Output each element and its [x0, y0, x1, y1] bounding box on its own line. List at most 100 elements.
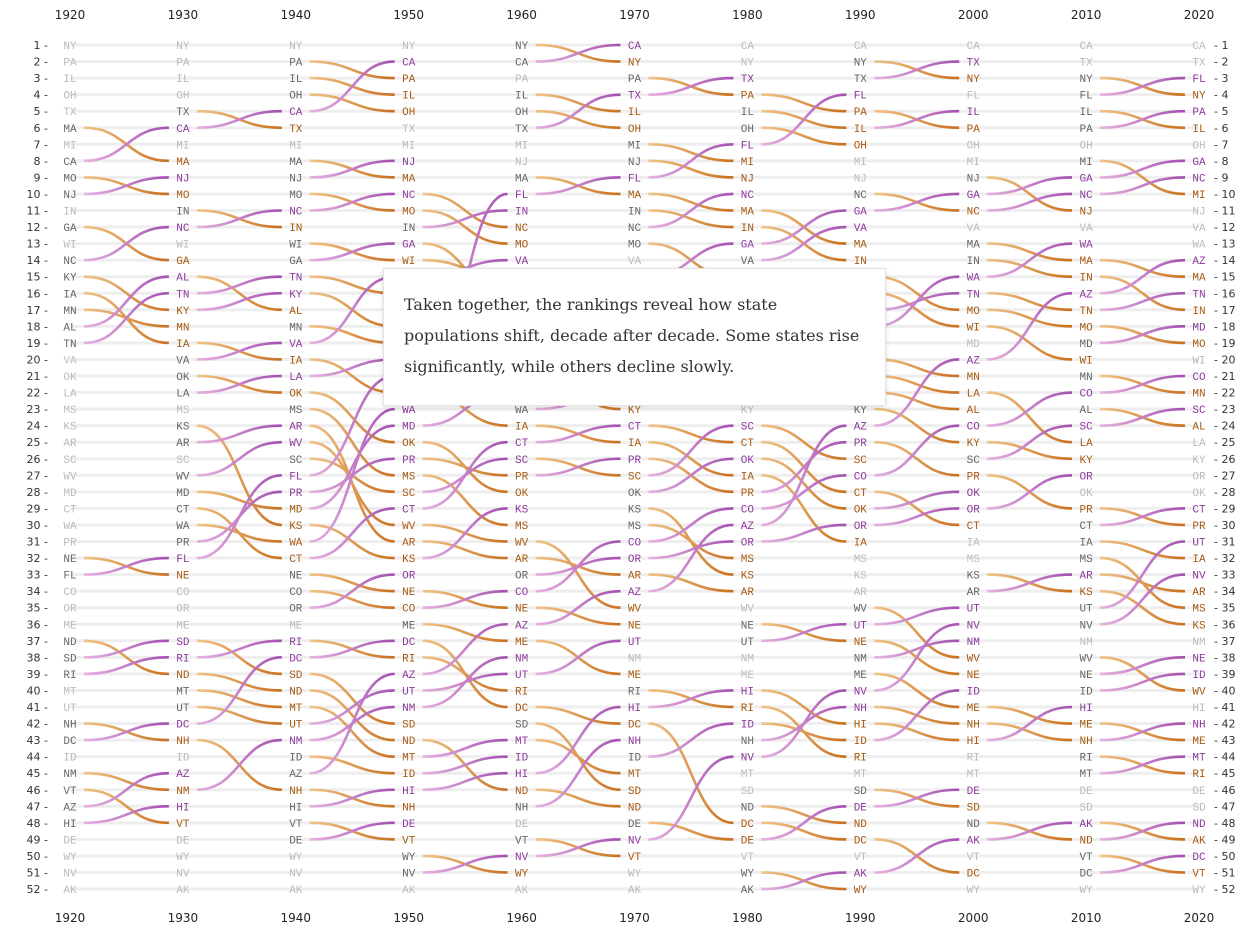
state-label-sc: SC — [402, 488, 416, 500]
state-label-dc: DC — [1079, 869, 1093, 881]
state-label-de: DE — [1079, 786, 1093, 798]
state-label-ak: AK — [176, 885, 190, 897]
state-label-ky: KY — [854, 405, 868, 417]
state-label-ky: KY — [289, 289, 303, 301]
rank-label: - 8 — [1214, 155, 1228, 168]
state-label-ga: GA — [967, 190, 981, 202]
state-label-wi: WI — [1192, 355, 1205, 367]
state-label-la: LA — [1079, 438, 1093, 450]
state-label-ut: UT — [402, 686, 416, 698]
state-label-al: AL — [967, 405, 980, 417]
state-label-mt: MT — [967, 769, 981, 781]
state-label-ia: IA — [854, 538, 868, 550]
rank-label: - 48 — [1214, 817, 1235, 830]
rank-curve-la — [309, 358, 395, 378]
state-label-sd: SD — [967, 802, 981, 814]
rank-curve-nc — [1100, 176, 1186, 196]
rank-curve-mt — [309, 705, 395, 758]
state-label-wy: WY — [628, 869, 642, 881]
state-label-mt: MT — [741, 769, 755, 781]
rank-curve-ia — [648, 440, 734, 477]
state-label-ne: NE — [176, 571, 190, 583]
rank-curve-or — [648, 540, 734, 560]
state-label-vt: VT — [741, 852, 755, 864]
rank-curve-la — [196, 374, 282, 394]
state-label-sc: SC — [63, 455, 77, 467]
rank-curve-ca — [196, 109, 282, 130]
rank-curve-mi — [648, 143, 734, 163]
state-label-nc: NC — [515, 223, 529, 235]
rank-curve-nj — [309, 159, 395, 179]
state-label-nm: NM — [176, 786, 189, 798]
state-label-pa: PA — [176, 58, 190, 70]
state-label-de: DE — [741, 835, 755, 847]
rank-curve-la — [874, 374, 960, 394]
state-label-az: AZ — [628, 587, 642, 599]
state-label-ma: MA — [741, 207, 755, 219]
rank-label: 33 - — [27, 569, 48, 582]
rank-label: - 10 — [1214, 188, 1235, 201]
state-label-hi: HI — [628, 703, 641, 715]
state-label-az: AZ — [289, 769, 303, 781]
rank-curve-pa — [1100, 109, 1186, 130]
state-label-mt: MT — [628, 769, 642, 781]
state-label-nv: NV — [854, 686, 868, 698]
rank-curve-id — [1100, 672, 1186, 692]
state-label-ga: GA — [1192, 157, 1206, 169]
state-label-ri: RI — [176, 653, 189, 665]
state-label-or: OR — [1192, 471, 1206, 483]
rank-label: 40 - — [27, 684, 48, 697]
state-label-ne: NE — [63, 554, 77, 566]
state-label-ms: MS — [63, 405, 77, 417]
rank-curve-il — [874, 109, 960, 130]
rank-curve-nc — [422, 192, 508, 229]
rank-curve-sd — [309, 672, 395, 725]
rank-label: 16 - — [27, 287, 48, 300]
state-label-oh: OH — [1079, 140, 1092, 152]
state-label-ma: MA — [515, 173, 529, 185]
state-label-ms: MS — [1192, 604, 1206, 616]
state-label-al: AL — [176, 273, 189, 285]
rank-curve-ct — [535, 424, 621, 444]
rank-label: 24 - — [27, 420, 48, 433]
rank-label: - 33 — [1214, 569, 1235, 582]
state-label-nd: ND — [741, 802, 755, 814]
rank-curve-hi — [761, 689, 847, 725]
rank-label: 31 - — [27, 536, 48, 549]
state-label-pr: PR — [63, 538, 77, 550]
state-label-ok: OK — [741, 455, 755, 467]
state-label-ok: OK — [967, 488, 981, 500]
rank-curve-nm — [83, 771, 169, 792]
rank-label: 52 - — [27, 883, 48, 896]
state-label-ks: KS — [741, 571, 755, 583]
state-label-nc: NC — [63, 256, 77, 268]
state-label-ct: CT — [741, 438, 755, 450]
rank-curve-nc — [83, 225, 169, 262]
rank-label: - 13 — [1214, 238, 1235, 251]
rank-curve-co — [535, 540, 621, 593]
rank-curve-ut — [196, 705, 282, 725]
state-label-wa: WA — [1079, 240, 1093, 252]
state-label-me: ME — [176, 620, 190, 632]
state-label-ks: KS — [515, 504, 529, 516]
state-label-wy: WY — [1192, 885, 1206, 897]
state-label-ri: RI — [854, 753, 867, 765]
rank-curve-tx — [874, 60, 960, 80]
rank-curve-sc — [648, 424, 734, 477]
state-label-az: AZ — [515, 620, 529, 632]
state-label-tx: TX — [176, 107, 190, 119]
state-label-ca: CA — [1079, 41, 1093, 53]
rank-curve-id — [761, 722, 847, 742]
state-label-ks: KS — [1192, 620, 1206, 632]
rank-curve-id — [874, 689, 960, 742]
state-label-ks: KS — [289, 521, 303, 533]
state-label-nj: NJ — [402, 157, 415, 169]
rank-curve-ky — [196, 291, 282, 312]
state-label-or: OR — [1079, 471, 1093, 483]
state-label-ia: IA — [289, 355, 303, 367]
rank-curve-pr — [761, 440, 847, 494]
rank-label: 38 - — [27, 651, 48, 664]
state-label-pa: PA — [63, 58, 77, 70]
rank-curve-mt — [535, 738, 621, 775]
rank-curve-id — [422, 755, 508, 775]
